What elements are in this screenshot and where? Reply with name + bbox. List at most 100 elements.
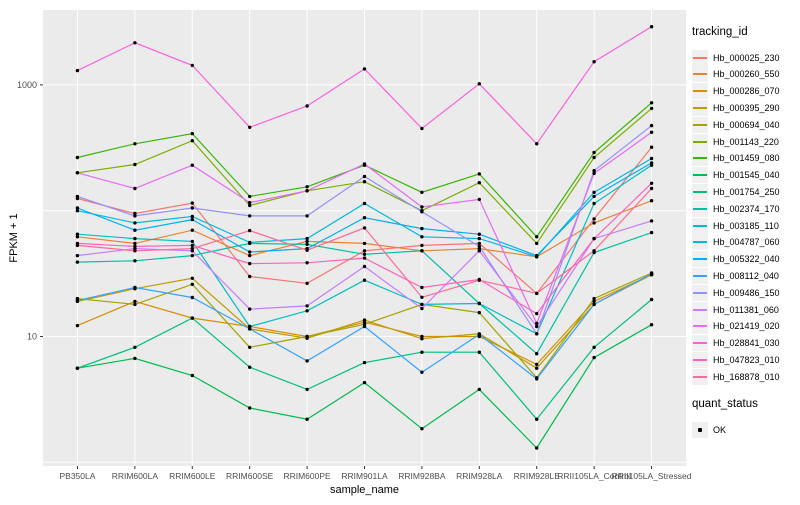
legend-key-icon <box>692 284 708 301</box>
data-point <box>248 406 252 410</box>
legend-key-icon <box>692 116 708 133</box>
data-point <box>190 282 194 286</box>
data-point <box>362 162 367 166</box>
data-point <box>535 253 539 258</box>
data-point <box>649 145 654 149</box>
data-point <box>75 366 80 370</box>
data-point <box>248 327 252 331</box>
data-point <box>190 163 194 167</box>
data-point <box>649 199 654 203</box>
data-point <box>190 139 194 143</box>
legend-item-label: Hb_001459_080 <box>713 153 780 164</box>
data-point <box>305 309 309 313</box>
legend-item-label: Hb_011381_060 <box>713 304 779 315</box>
legend-key-icon <box>692 66 708 83</box>
data-point <box>75 243 80 248</box>
legend-item-label: Hb_001143_220 <box>713 136 779 147</box>
data-point <box>362 241 367 246</box>
legend-item: Hb_047823_010 <box>692 351 780 368</box>
legend-item-label: Hb_000286_070 <box>713 86 780 97</box>
x-tick-label: PB350LA <box>59 471 95 481</box>
data-point <box>190 228 194 232</box>
legend-item-label: Hb_168878_010 <box>713 371 780 382</box>
data-point <box>477 172 481 176</box>
data-point <box>477 249 481 253</box>
data-point <box>592 150 596 155</box>
data-point <box>133 162 137 167</box>
data-point <box>535 311 539 316</box>
axis-ticks <box>40 84 653 469</box>
legend-item: Hb_011381_060 <box>692 301 779 318</box>
data-point <box>305 189 309 193</box>
y-tick-label: 1000 <box>17 80 37 90</box>
data-point <box>248 261 252 266</box>
data-point <box>420 243 424 248</box>
data-point <box>75 68 80 73</box>
data-point <box>362 174 367 179</box>
data-point <box>362 201 367 206</box>
data-point <box>75 206 80 210</box>
data-point <box>649 25 654 29</box>
data-point <box>133 302 137 307</box>
legend-item-label: Hb_002374_170 <box>713 203 780 214</box>
data-point <box>420 306 424 311</box>
data-point <box>649 297 654 302</box>
data-point <box>133 259 137 263</box>
legend-item-label: Hb_000694_040 <box>713 119 780 130</box>
legend-item: Hb_001143_220 <box>692 133 779 150</box>
data-point <box>477 310 481 315</box>
legend-key-icon <box>692 301 708 318</box>
data-point <box>477 244 481 249</box>
legend-item-label: Hb_028841_030 <box>713 338 780 349</box>
data-point <box>535 366 539 370</box>
data-point <box>535 291 539 296</box>
data-point <box>248 203 252 208</box>
data-point <box>592 155 596 160</box>
legend-item: Hb_000286_070 <box>692 83 780 100</box>
legend-key-icon <box>692 83 708 100</box>
data-point <box>592 249 596 253</box>
quant-status-legend-title: quant_status <box>692 398 758 410</box>
data-point <box>592 345 596 349</box>
x-tick-label: RRIM928LE <box>514 471 561 481</box>
data-point <box>190 206 194 210</box>
data-point <box>133 249 137 253</box>
data-point <box>248 200 252 205</box>
data-point <box>649 123 654 128</box>
data-point <box>362 318 367 322</box>
data-point <box>535 417 539 421</box>
legend-item: Hb_028841_030 <box>692 335 780 352</box>
data-point <box>362 360 367 365</box>
legend-item: Hb_001754_250 <box>692 183 780 200</box>
data-point <box>133 241 137 246</box>
data-point <box>305 387 309 392</box>
data-point <box>592 302 596 307</box>
data-point <box>649 272 654 276</box>
data-point <box>75 155 80 160</box>
y-tick-label: 10 <box>27 332 37 342</box>
data-point <box>248 250 252 254</box>
legend-item: Hb_004787_060 <box>692 234 780 251</box>
x-tick-label: RRIM928BA <box>398 471 446 481</box>
legend-item-label: Hb_005322_040 <box>713 254 780 265</box>
legend: tracking_id Hb_000025_230 Hb_000260_550 Hb… <box>692 0 800 500</box>
x-axis-title: sample_name <box>329 484 400 496</box>
legend-item: Hb_000694_040 <box>692 116 780 133</box>
data-point <box>477 350 481 354</box>
data-point <box>477 332 481 337</box>
legend-item-label: Hb_008112_040 <box>713 270 779 281</box>
data-point <box>420 126 424 131</box>
legend-key-icon <box>692 150 708 167</box>
legend-item: Hb_001545_040 <box>692 167 780 184</box>
data-point <box>362 264 367 269</box>
data-point <box>190 243 194 248</box>
x-tick-label: RRIM600LA <box>112 471 159 481</box>
data-point <box>190 201 194 205</box>
data-point <box>649 323 654 327</box>
data-point <box>592 60 596 64</box>
data-point <box>420 302 424 307</box>
data-point <box>133 236 137 241</box>
data-point <box>649 186 654 191</box>
